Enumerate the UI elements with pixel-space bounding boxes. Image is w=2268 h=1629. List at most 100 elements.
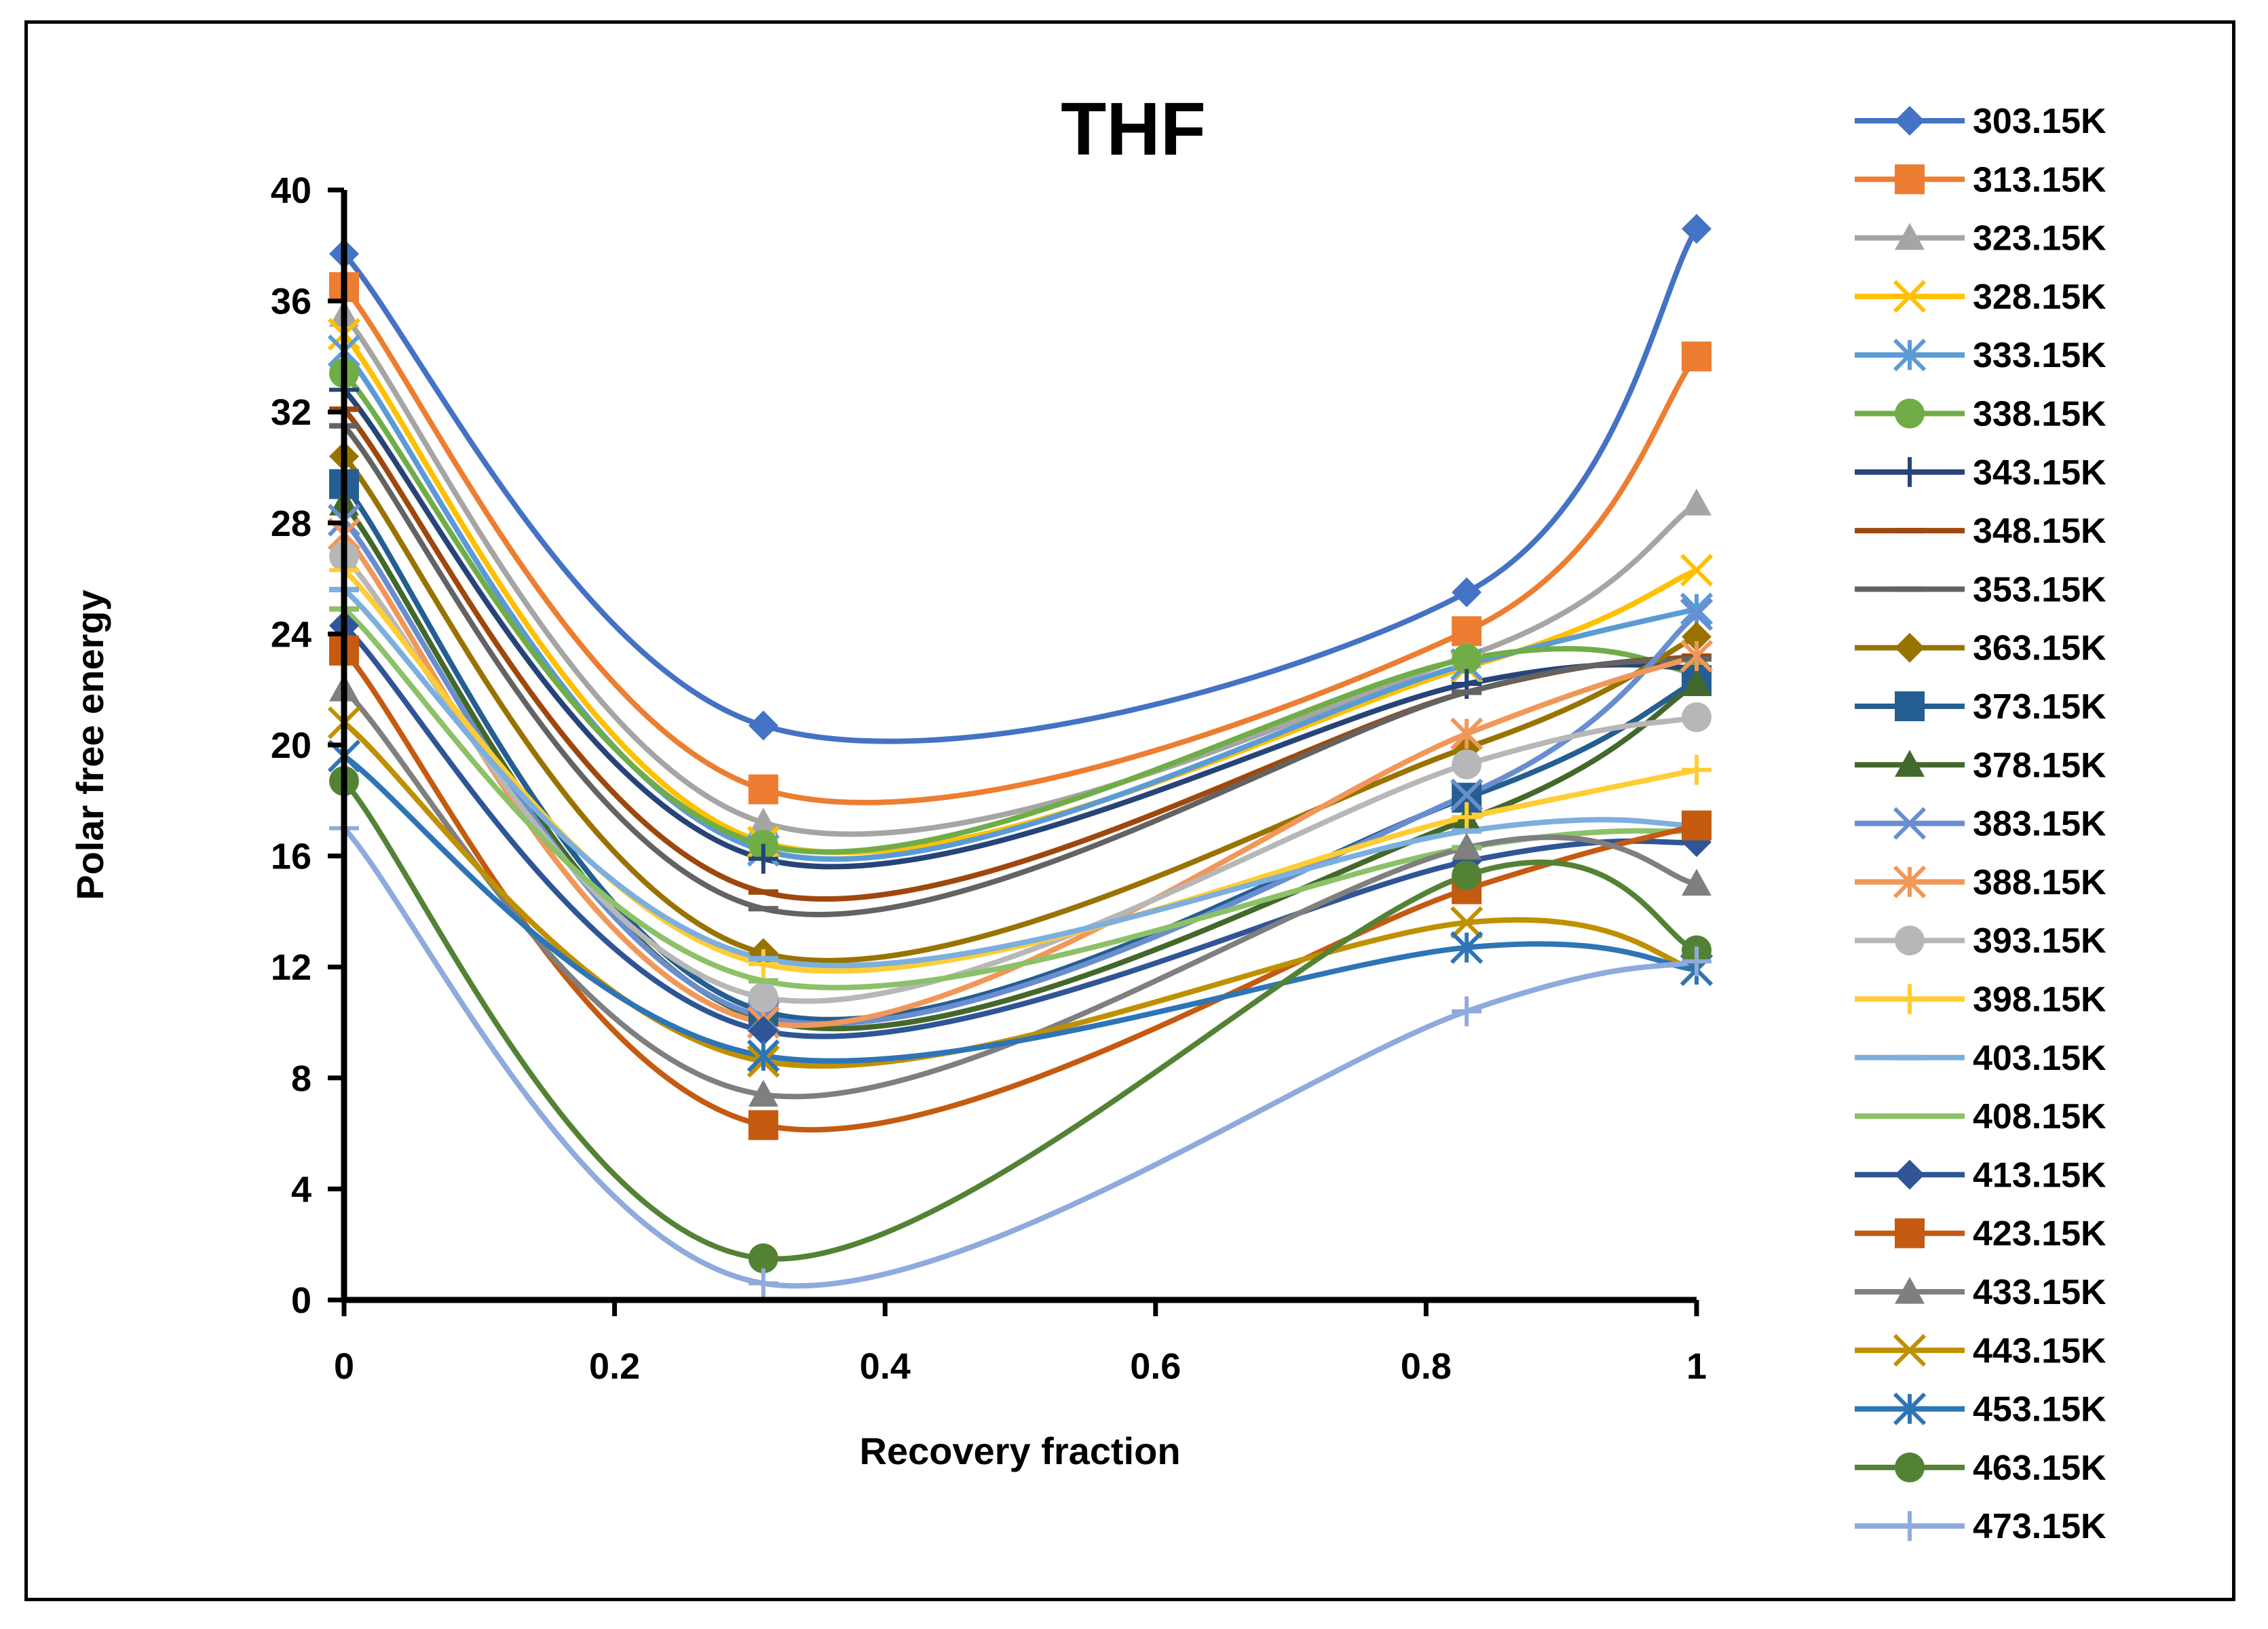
data-point-413.15K	[748, 1016, 778, 1046]
legend: 303.15K 313.15K 323.15K 328.15K 333.15K 338.1…	[1855, 102, 2106, 1546]
legend-item: 303.15K	[1855, 102, 2106, 141]
y-tick-label: 28	[271, 503, 311, 544]
x-tick-label: 0.6	[1130, 1346, 1181, 1387]
legend-item: 433.15K	[1855, 1273, 2106, 1312]
legend-swatch-marker	[1895, 925, 1925, 956]
x-axis-label: Recovery fraction	[859, 1430, 1180, 1472]
legend-item: 403.15K	[1855, 1039, 2106, 1078]
legend-swatch-marker	[1895, 1054, 1925, 1060]
legend-item: 313.15K	[1855, 160, 2106, 199]
y-tick-label: 4	[291, 1169, 311, 1210]
legend-item: 323.15K	[1855, 219, 2106, 258]
legend-label: 328.15K	[1973, 277, 2106, 317]
x-tick-label: 1	[1686, 1346, 1707, 1387]
legend-label: 408.15K	[1973, 1097, 2106, 1136]
legend-swatch-marker	[1895, 984, 1925, 1014]
legend-item: 338.15K	[1855, 395, 2106, 434]
x-tick-label: 0.2	[589, 1346, 640, 1387]
data-point-388.15K	[1680, 639, 1714, 673]
y-tick-label: 32	[271, 392, 311, 433]
data-point-313.15K	[1682, 341, 1712, 372]
legend-label: 378.15K	[1973, 746, 2106, 785]
legend-item: 378.15K	[1855, 746, 2106, 785]
legend-swatch-marker	[1895, 223, 1925, 250]
legend-swatch-marker	[1895, 632, 1925, 663]
data-point-423.15K	[1682, 810, 1712, 841]
legend-swatch-marker	[1893, 1392, 1927, 1425]
data-point-383.15K	[1450, 778, 1483, 811]
data-point-323.15K	[1682, 488, 1712, 516]
legend-label: 383.15K	[1973, 805, 2106, 844]
data-point-403.15K	[1452, 828, 1482, 834]
y-tick-label: 8	[291, 1058, 311, 1099]
series-line-403.15K	[342, 587, 1697, 969]
data-point-313.15K	[1452, 616, 1482, 647]
data-point-353.15K	[1452, 689, 1482, 695]
legend-item: 333.15K	[1855, 336, 2106, 375]
legend-label: 333.15K	[1973, 336, 2106, 375]
plot-lines	[341, 227, 1699, 1289]
legend-label: 443.15K	[1973, 1331, 2106, 1371]
series-line-378.15K	[341, 501, 1699, 1032]
legend-label: 388.15K	[1973, 863, 2106, 902]
data-point-398.15K	[748, 949, 778, 980]
data-point-393.15K	[1452, 749, 1482, 780]
data-point-313.15K	[748, 774, 778, 805]
data-point-378.15K	[1682, 669, 1712, 696]
series-line-353.15K	[341, 424, 1697, 918]
legend-swatch-marker	[1893, 1334, 1927, 1367]
legend-item: 343.15K	[1855, 453, 2106, 493]
data-point-473.15K	[1682, 946, 1712, 977]
y-axis-label: Polar free energy	[69, 590, 111, 900]
data-point-473.15K	[1452, 996, 1482, 1027]
data-point-343.15K	[748, 843, 778, 874]
legend-item: 383.15K	[1855, 805, 2106, 844]
data-point-453.15K	[746, 1039, 780, 1073]
legend-item: 413.15K	[1855, 1155, 2106, 1195]
legend-label: 453.15K	[1973, 1390, 2106, 1430]
legend-swatch-marker	[1895, 1277, 1925, 1304]
legend-swatch-marker	[1895, 586, 1925, 592]
legend-swatch-marker	[1895, 528, 1925, 534]
series-line-313.15K	[341, 285, 1699, 805]
legend-swatch-marker	[1895, 691, 1925, 721]
data-point-393.15K	[1682, 702, 1712, 733]
series-line-338.15K	[342, 371, 1697, 855]
legend-label: 433.15K	[1973, 1273, 2106, 1312]
legend-label: 303.15K	[1973, 102, 2106, 141]
data-point-408.15K	[748, 978, 778, 984]
legend-label: 338.15K	[1973, 395, 2106, 434]
series-line-303.15K	[342, 227, 1699, 744]
y-tick-label: 36	[271, 282, 311, 322]
legend-label: 363.15K	[1973, 629, 2106, 668]
y-tick-label: 40	[271, 170, 311, 211]
series-line-423.15K	[341, 649, 1698, 1133]
y-tick-label: 16	[271, 837, 311, 877]
y-tick-label: 20	[271, 725, 311, 766]
series-line-408.15K	[342, 607, 1697, 991]
series-line-463.15K	[341, 779, 1698, 1262]
legend-item: 408.15K	[1855, 1097, 2106, 1136]
data-point-398.15K	[1452, 802, 1482, 832]
data-point-363.15K	[1682, 621, 1712, 652]
legend-swatch-marker	[1895, 398, 1925, 429]
data-point-303.15K	[748, 710, 778, 741]
y-tick-label: 0	[291, 1280, 311, 1321]
legend-item: 353.15K	[1855, 570, 2106, 609]
legend-swatch-marker	[1895, 1511, 1925, 1541]
legend-swatch-marker	[1893, 865, 1927, 899]
data-point-328.15K	[1680, 554, 1714, 587]
data-point-303.15K	[1682, 214, 1712, 244]
legend-item: 373.15K	[1855, 687, 2106, 727]
legend-label: 353.15K	[1973, 570, 2106, 609]
series-line-333.15K	[341, 349, 1697, 862]
chart-frame	[24, 20, 2235, 1601]
series-line-398.15K	[342, 568, 1697, 974]
legend-label: 413.15K	[1973, 1155, 2106, 1195]
legend-item: 388.15K	[1855, 863, 2106, 902]
x-tick-label: 0.4	[860, 1346, 911, 1387]
legend-item: 423.15K	[1855, 1214, 2106, 1254]
y-tick-label: 12	[271, 947, 311, 988]
data-point-473.15K	[748, 1268, 778, 1299]
data-point-303.15K	[1452, 577, 1482, 608]
